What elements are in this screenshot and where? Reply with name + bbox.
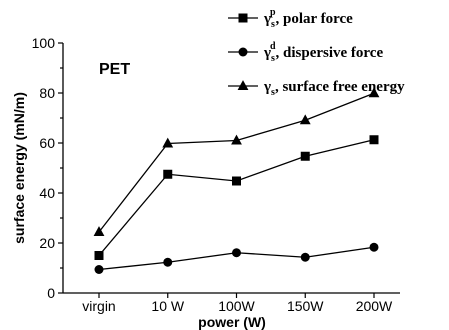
x-tick-label: virgin xyxy=(82,298,115,314)
x-tick-label: 200W xyxy=(356,298,393,314)
data-point-circle xyxy=(300,252,310,262)
x-tick-label: 100W xyxy=(218,298,255,314)
legend-marker-square xyxy=(238,13,248,23)
legend: γsp, polar force γsd, dispersive force γs,… xyxy=(228,7,405,98)
legend-label: γsd, dispersive force xyxy=(263,41,383,64)
series-triangle xyxy=(93,87,380,236)
x-axis-label: power (W) xyxy=(198,314,266,330)
y-tick-label: 60 xyxy=(39,135,55,151)
x-tick-label: 150W xyxy=(287,298,324,314)
y-axis-label: surface energy (mN/m) xyxy=(11,92,27,244)
data-point-triangle xyxy=(368,87,380,98)
series-line xyxy=(98,92,375,233)
data-point-triangle xyxy=(231,134,242,145)
legend-marker-circle xyxy=(238,47,248,57)
data-point-square xyxy=(369,135,379,145)
plot-area: 0 20 40 60 80 100 virgin 10 W 100W 150W 200W xyxy=(32,35,400,314)
data-point-square xyxy=(163,169,173,179)
y-tick-label: 80 xyxy=(39,85,55,101)
y-tick-label: 100 xyxy=(32,35,56,51)
legend-item: γsp, polar force xyxy=(228,7,353,30)
data-point-square xyxy=(300,151,310,161)
legend-item: γs, surface free energy xyxy=(228,79,405,98)
data-point-triangle xyxy=(299,114,311,125)
series-line xyxy=(98,139,375,256)
y-tick-label: 0 xyxy=(47,285,55,301)
data-point-triangle xyxy=(93,226,105,236)
chart-annotation: PET xyxy=(99,61,130,78)
x-tick-label: 10 W xyxy=(151,298,184,314)
legend-item: γsd, dispersive force xyxy=(228,41,383,64)
legend-label: γsp, polar force xyxy=(263,7,353,30)
series-layer xyxy=(93,87,380,274)
y-tick-label: 20 xyxy=(39,235,55,251)
series-square xyxy=(94,135,379,260)
data-point-triangle xyxy=(162,137,174,148)
series-circle xyxy=(94,242,379,274)
legend-label: γs, surface free energy xyxy=(263,79,405,98)
legend-marker-triangle xyxy=(237,80,249,90)
data-point-square xyxy=(94,251,104,260)
data-point-circle xyxy=(369,242,379,252)
y-ticks: 0 20 40 60 80 100 xyxy=(32,35,63,301)
data-point-circle xyxy=(94,265,104,274)
data-point-circle xyxy=(163,257,173,267)
x-ticks: virgin 10 W 100W 150W 200W xyxy=(82,293,393,314)
y-tick-label: 40 xyxy=(39,185,55,201)
data-point-circle xyxy=(232,248,241,258)
data-point-square xyxy=(232,176,241,186)
